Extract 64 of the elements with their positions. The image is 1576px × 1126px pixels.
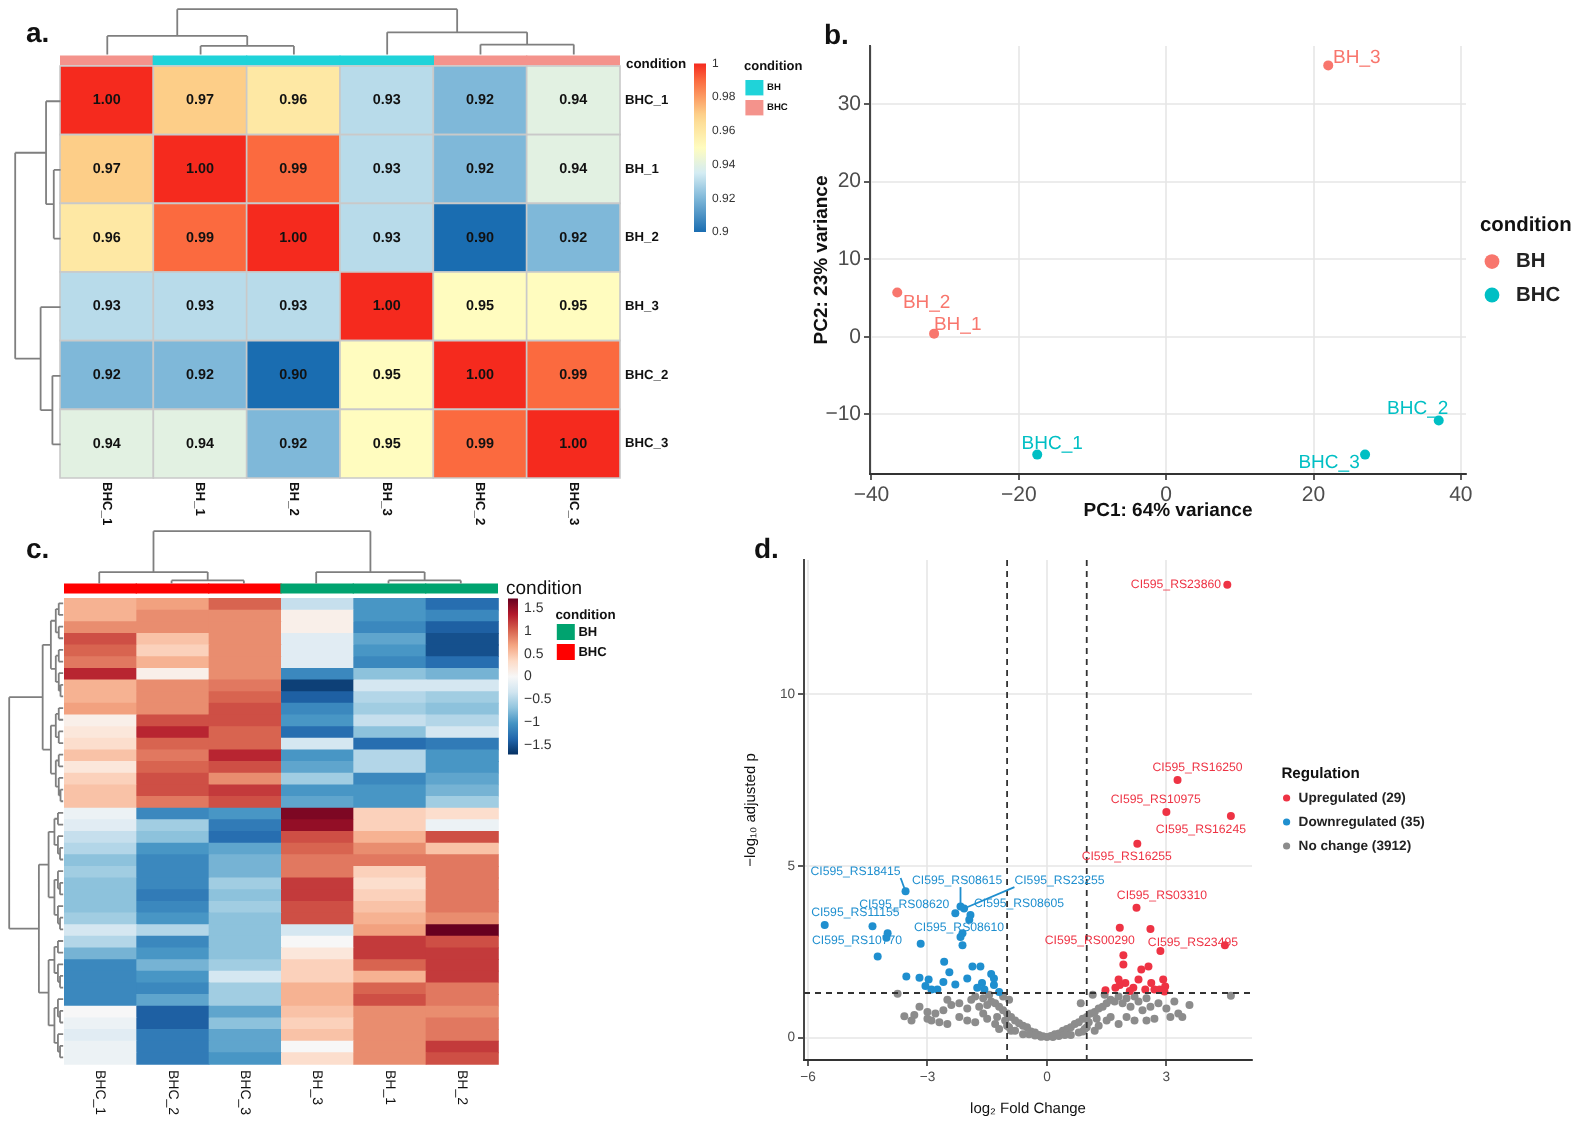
point bbox=[868, 922, 877, 931]
chart-title: a. bbox=[26, 16, 50, 48]
point bbox=[1119, 960, 1128, 969]
point bbox=[1173, 775, 1182, 784]
point bbox=[1147, 979, 1156, 988]
point bbox=[1133, 839, 1142, 848]
point bbox=[968, 962, 977, 971]
point bbox=[924, 975, 933, 984]
y-tick-label: 20 bbox=[837, 169, 862, 194]
text: condition bbox=[506, 577, 583, 600]
point bbox=[1144, 962, 1153, 971]
x-tick-label: −20 bbox=[1001, 483, 1037, 508]
point bbox=[1159, 975, 1168, 984]
point bbox=[892, 287, 903, 298]
point bbox=[1223, 580, 1232, 589]
point bbox=[902, 972, 911, 981]
point bbox=[973, 983, 982, 992]
legend-label: BH bbox=[1516, 251, 1546, 274]
legend-title: condition bbox=[1480, 214, 1572, 237]
point bbox=[958, 941, 967, 950]
y-tick-label: 0 bbox=[849, 324, 862, 349]
point bbox=[976, 962, 985, 971]
point bbox=[1137, 965, 1146, 974]
point bbox=[989, 981, 998, 990]
point bbox=[1360, 449, 1371, 460]
point bbox=[1323, 60, 1334, 71]
x-tick-label: 20 bbox=[1301, 483, 1326, 508]
annotation: BH_1 bbox=[933, 314, 982, 337]
chart-title: d. bbox=[754, 532, 779, 564]
annotation: BH_2 bbox=[902, 291, 951, 314]
point bbox=[1226, 812, 1235, 821]
point bbox=[1134, 975, 1143, 984]
annotation: BHC_1 bbox=[1021, 433, 1083, 456]
annotation: BHC_2 bbox=[1387, 398, 1449, 421]
x-tick-label: −40 bbox=[853, 483, 890, 508]
x-axis-title: PC1: 64% variance bbox=[1083, 499, 1253, 522]
y-tick-label: 10 bbox=[837, 247, 862, 272]
point bbox=[820, 920, 829, 929]
x-tick-label: 40 bbox=[1449, 483, 1473, 508]
point bbox=[1115, 923, 1124, 932]
point bbox=[873, 952, 882, 961]
legend-label: BHC bbox=[1516, 284, 1562, 307]
point bbox=[951, 980, 960, 989]
y-axis-title: PC2: 23% variance bbox=[810, 175, 833, 345]
point bbox=[1132, 903, 1141, 912]
point bbox=[951, 909, 960, 918]
point bbox=[916, 939, 925, 948]
point bbox=[915, 973, 924, 982]
point bbox=[963, 974, 972, 983]
point bbox=[1146, 925, 1155, 934]
chart-title: c. bbox=[26, 532, 50, 564]
point bbox=[939, 977, 948, 986]
y-tick-label: 30 bbox=[837, 91, 862, 116]
annotation: BHC_3 bbox=[1298, 451, 1360, 474]
point bbox=[940, 957, 949, 966]
y-tick-label: −10 bbox=[825, 402, 862, 427]
point bbox=[1141, 985, 1150, 994]
point bbox=[1162, 807, 1171, 816]
annotation: BH_3 bbox=[1333, 46, 1381, 69]
point bbox=[901, 887, 910, 896]
point bbox=[921, 982, 930, 991]
point bbox=[945, 968, 954, 977]
chart-title: b. bbox=[824, 18, 849, 50]
point bbox=[1119, 951, 1128, 960]
